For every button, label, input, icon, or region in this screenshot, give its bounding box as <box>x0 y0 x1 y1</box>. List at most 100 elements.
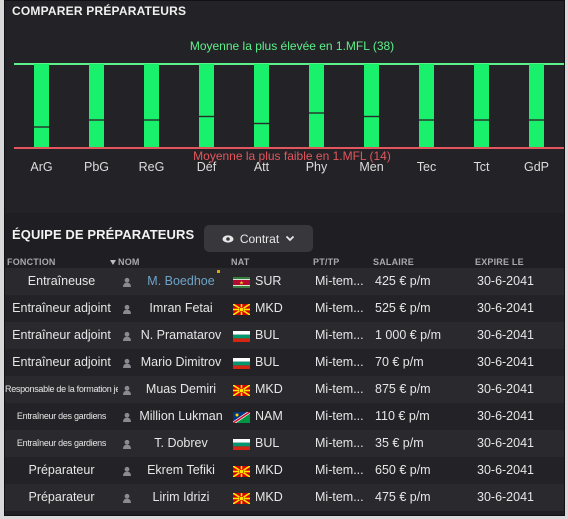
low-average-label: Moyenne la plus faible en 1.MFL (14) <box>193 149 391 163</box>
team-title: ÉQUIPE DE PRÉPARATEURS <box>12 227 195 242</box>
person-icon <box>123 358 131 368</box>
bar-phy[interactable] <box>309 64 324 148</box>
person-icon <box>123 439 131 449</box>
bar-att[interactable] <box>254 64 269 148</box>
row-nat: SUR <box>255 274 282 288</box>
row-expire: 30-6-2041 <box>477 409 534 423</box>
flag-icon <box>233 412 250 423</box>
column-header-fonction[interactable]: FONCTION <box>7 257 56 267</box>
table-row[interactable]: Entraîneuse M. Boedhoe SUR Mi-tem... 425 € p… <box>5 268 564 295</box>
flag-icon <box>233 331 250 342</box>
row-tp: Mi-tem... <box>315 355 364 369</box>
contract-filter-button[interactable]: Contrat <box>204 225 313 252</box>
category-label: Tct <box>474 160 491 174</box>
table-row[interactable]: Entraîneur adjoint Mario Dimitrov BUL Mi-te… <box>5 349 564 376</box>
table-row[interactable]: Préparateur Ekrem Tefiki MKD Mi-tem... 650 €… <box>5 457 564 484</box>
category-label: ArG <box>30 160 52 174</box>
row-tp: Mi-tem... <box>315 409 364 423</box>
row-nom[interactable]: M. Boedhoe <box>147 274 215 288</box>
staff-panel: COMPARER PRÉPARATEURS Moyenne la plus él… <box>4 0 565 516</box>
bar-déf[interactable] <box>199 64 214 148</box>
row-expire: 30-6-2041 <box>477 463 534 477</box>
table-row[interactable]: Entraîneur adjoint Imran Fetai MKD Mi-tem..… <box>5 295 564 322</box>
row-nat: MKD <box>255 382 283 396</box>
row-expire: 30-6-2041 <box>477 355 534 369</box>
category-label: ReG <box>139 160 165 174</box>
row-salaire: 110 € p/m <box>375 409 430 423</box>
row-expire: 30-6-2041 <box>477 382 534 396</box>
column-header-salaire[interactable]: SALAIRE <box>373 257 414 267</box>
column-header-nom[interactable]: NOM <box>110 257 140 269</box>
person-icon <box>123 277 131 287</box>
category-label: Men <box>359 160 383 174</box>
person-icon <box>123 385 131 395</box>
row-nat: MKD <box>255 463 283 477</box>
flag-icon <box>233 466 250 477</box>
row-fonction: Entraîneur des gardiens <box>16 438 107 448</box>
bar-pbg[interactable] <box>89 64 104 148</box>
bar-tec[interactable] <box>419 64 434 148</box>
table-row[interactable]: Préparateur Lirim Idrizi MKD Mi-tem... 475 €… <box>5 484 564 511</box>
row-nom[interactable]: Million Lukman <box>139 409 223 423</box>
row-salaire: 525 € p/m <box>375 301 431 315</box>
row-nom[interactable]: T. Dobrev <box>154 436 208 450</box>
column-header-tp[interactable]: PT/TP <box>313 257 340 267</box>
row-nat: BUL <box>255 355 280 369</box>
category-label: PbG <box>84 160 109 174</box>
column-header-expire[interactable]: EXPIRE LE <box>475 257 524 267</box>
flag-icon <box>233 277 250 288</box>
row-nom[interactable]: Lirim Idrizi <box>152 490 210 504</box>
category-label: GdP <box>524 160 549 174</box>
row-salaire: 425 € p/m <box>375 274 431 288</box>
row-expire: 30-6-2041 <box>477 328 534 342</box>
row-fonction: Entraîneur adjoint <box>12 355 111 369</box>
column-header-nat[interactable]: NAT <box>231 257 250 267</box>
row-fonction: Entraîneur adjoint <box>12 328 111 342</box>
row-nom[interactable]: Mario Dimitrov <box>140 355 222 369</box>
row-fonction: Entraîneuse <box>27 274 96 288</box>
row-tp: Mi-tem... <box>315 301 364 315</box>
row-fonction: Entraîneur des gardiens <box>16 411 107 421</box>
new-indicator <box>217 270 220 273</box>
row-nom[interactable]: Imran Fetai <box>149 301 213 315</box>
bar-gdp[interactable] <box>529 64 544 148</box>
chevron-down-icon <box>286 235 295 242</box>
flag-icon <box>233 439 250 450</box>
row-tp: Mi-tem... <box>315 463 364 477</box>
row-nat: NAM <box>255 409 283 423</box>
table-row[interactable]: Entraîneur adjoint N. Pramatarov BUL Mi-tem… <box>5 322 564 349</box>
table-row[interactable]: Responsable de la formation jeunes Muas D… <box>5 376 564 403</box>
compare-title: COMPARER PRÉPARATEURS <box>12 4 187 18</box>
row-tp: Mi-tem... <box>315 436 364 450</box>
bar-tct[interactable] <box>474 64 489 148</box>
sort-desc-icon <box>110 260 116 266</box>
category-label: Phy <box>306 160 328 174</box>
row-fonction: Préparateur <box>28 463 95 477</box>
flag-icon <box>233 493 250 504</box>
row-salaire: 875 € p/m <box>375 382 431 396</box>
bar-reg[interactable] <box>144 64 159 148</box>
compare-coaches-section: COMPARER PRÉPARATEURS Moyenne la plus él… <box>5 1 564 213</box>
row-salaire: 70 € p/m <box>375 355 424 369</box>
bar-men[interactable] <box>364 64 379 148</box>
person-icon <box>123 412 131 422</box>
row-nat: MKD <box>255 301 283 315</box>
bar-arg[interactable] <box>34 64 49 148</box>
person-icon <box>123 304 131 314</box>
contract-filter-label: Contrat <box>239 231 280 246</box>
compare-chart: Moyenne la plus élevée en 1.MFL (38) ArG P… <box>14 39 564 174</box>
row-expire: 30-6-2041 <box>477 490 534 504</box>
table-row[interactable]: Entraîneur des gardiens T. Dobrev BUL Mi-te… <box>5 430 564 457</box>
row-nom[interactable]: Muas Demiri <box>145 382 217 396</box>
row-nom[interactable]: Ekrem Tefiki <box>147 463 215 477</box>
row-fonction: Entraîneur adjoint <box>12 301 111 315</box>
row-salaire: 1 000 € p/m <box>375 328 442 342</box>
table-row[interactable]: Entraîneur des gardiens Million Lukman NAM… <box>5 403 564 430</box>
flag-icon <box>233 358 250 369</box>
person-icon <box>123 466 131 476</box>
row-salaire: 475 € p/m <box>375 490 431 504</box>
row-nom[interactable]: N. Pramatarov <box>140 328 222 342</box>
row-expire: 30-6-2041 <box>477 301 534 315</box>
row-nat: BUL <box>255 436 280 450</box>
row-nat: MKD <box>255 490 283 504</box>
